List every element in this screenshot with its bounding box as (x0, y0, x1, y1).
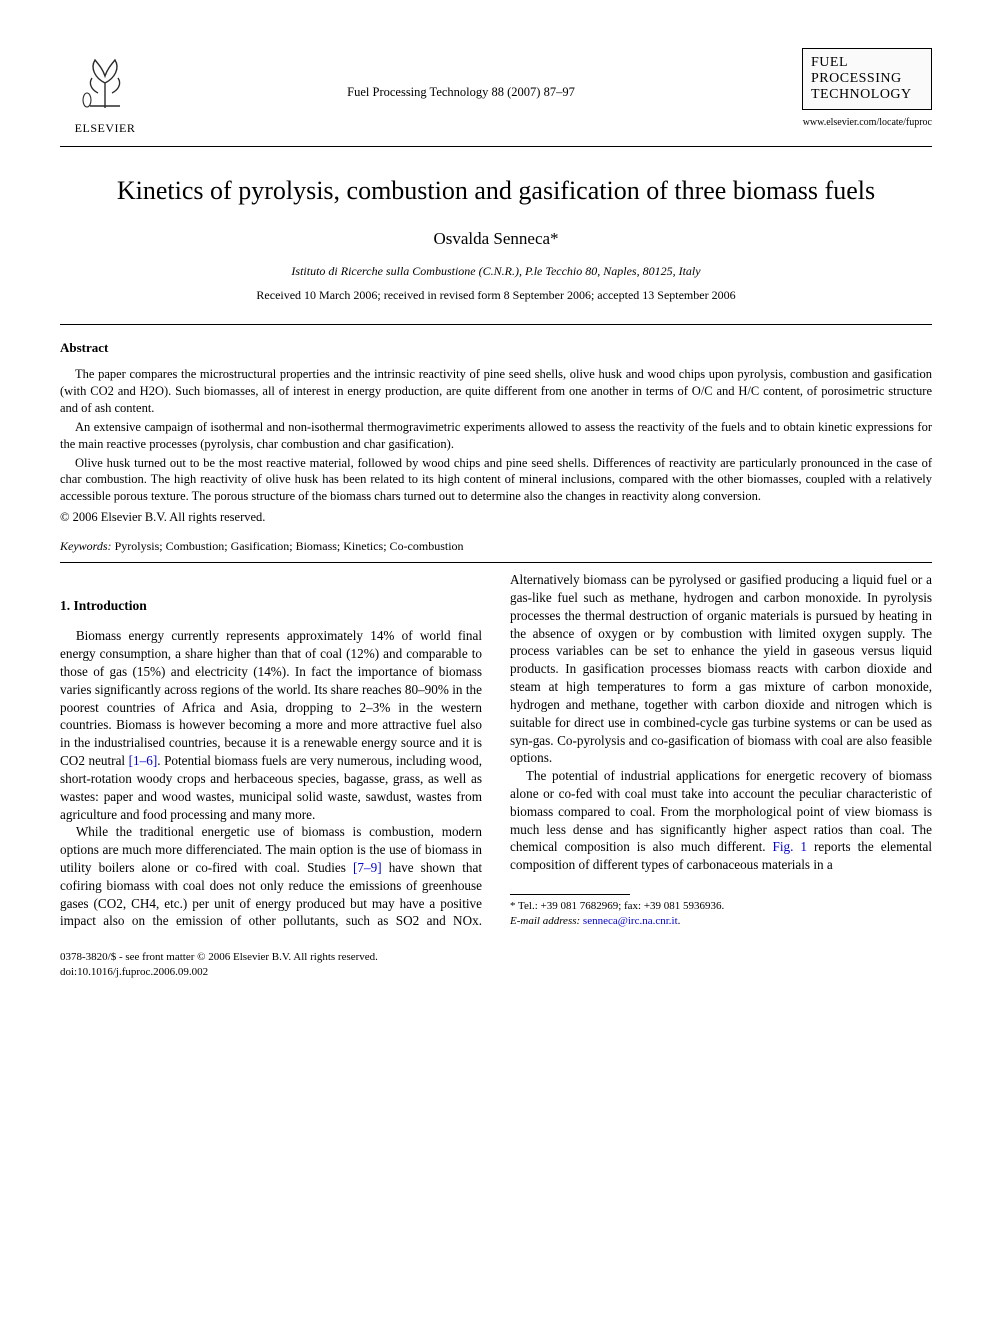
citation-link[interactable]: [7–9] (353, 860, 382, 875)
keywords-line: Keywords: Pyrolysis; Combustion; Gasific… (60, 538, 932, 554)
elsevier-tree-icon (70, 48, 140, 118)
abstract-copyright: © 2006 Elsevier B.V. All rights reserved… (60, 509, 932, 526)
journal-title-box: FUEL PROCESSING TECHNOLOGY (802, 48, 932, 110)
author-name: Osvalda Senneca (433, 229, 550, 248)
citation-link[interactable]: [1–6] (129, 753, 158, 768)
email-footnote: E-mail address: senneca@irc.na.cnr.it. (510, 914, 932, 929)
corresponding-footnote: * Tel.: +39 081 7682969; fax: +39 081 59… (510, 899, 932, 914)
journal-url: www.elsevier.com/locate/fuproc (803, 116, 932, 130)
email-label: E-mail address: (510, 915, 580, 927)
body-paragraph: The potential of industrial applications… (510, 767, 932, 874)
author-email[interactable]: senneca@irc.na.cnr.it (583, 915, 678, 927)
divider (60, 324, 932, 325)
divider (60, 562, 932, 563)
page-header: ELSEVIER Fuel Processing Technology 88 (… (60, 48, 932, 136)
journal-box-line: PROCESSING (811, 71, 923, 87)
abstract-paragraph: An extensive campaign of isothermal and … (60, 419, 932, 453)
section-heading: 1. Introduction (60, 597, 482, 615)
body-text: Biomass energy currently represents appr… (60, 628, 482, 768)
affiliation: Istituto di Ricerche sulla Combustione (… (60, 263, 932, 279)
publisher-name: ELSEVIER (75, 120, 136, 136)
doi-line: doi:10.1016/j.fuproc.2006.09.002 (60, 965, 932, 980)
front-matter-line: 0378-3820/$ - see front matter © 2006 El… (60, 950, 932, 965)
publisher-block: ELSEVIER (60, 48, 150, 136)
body-paragraph: Biomass energy currently represents appr… (60, 627, 482, 823)
abstract-heading: Abstract (60, 339, 932, 357)
keywords-label: Keywords: (60, 539, 112, 553)
journal-box-line: FUEL (811, 55, 923, 71)
page-footer: 0378-3820/$ - see front matter © 2006 El… (60, 950, 932, 980)
figure-link[interactable]: Fig. 1 (773, 839, 807, 854)
article-dates: Received 10 March 2006; received in revi… (60, 287, 932, 303)
divider (60, 146, 932, 147)
body-two-column: 1. Introduction Biomass energy currently… (60, 571, 932, 930)
journal-box-line: TECHNOLOGY (811, 87, 923, 103)
journal-box-wrap: FUEL PROCESSING TECHNOLOGY www.elsevier.… (772, 48, 932, 130)
abstract-paragraph: Olive husk turned out to be the most rea… (60, 455, 932, 506)
journal-reference: Fuel Processing Technology 88 (2007) 87–… (150, 48, 772, 101)
abstract-paragraph: The paper compares the microstructural p… (60, 366, 932, 417)
footnote-divider (510, 894, 630, 895)
author-line: Osvalda Senneca* (60, 228, 932, 251)
article-title: Kinetics of pyrolysis, combustion and ga… (60, 173, 932, 208)
keywords-text: Pyrolysis; Combustion; Gasification; Bio… (112, 539, 464, 553)
corresponding-marker: * (550, 229, 559, 248)
